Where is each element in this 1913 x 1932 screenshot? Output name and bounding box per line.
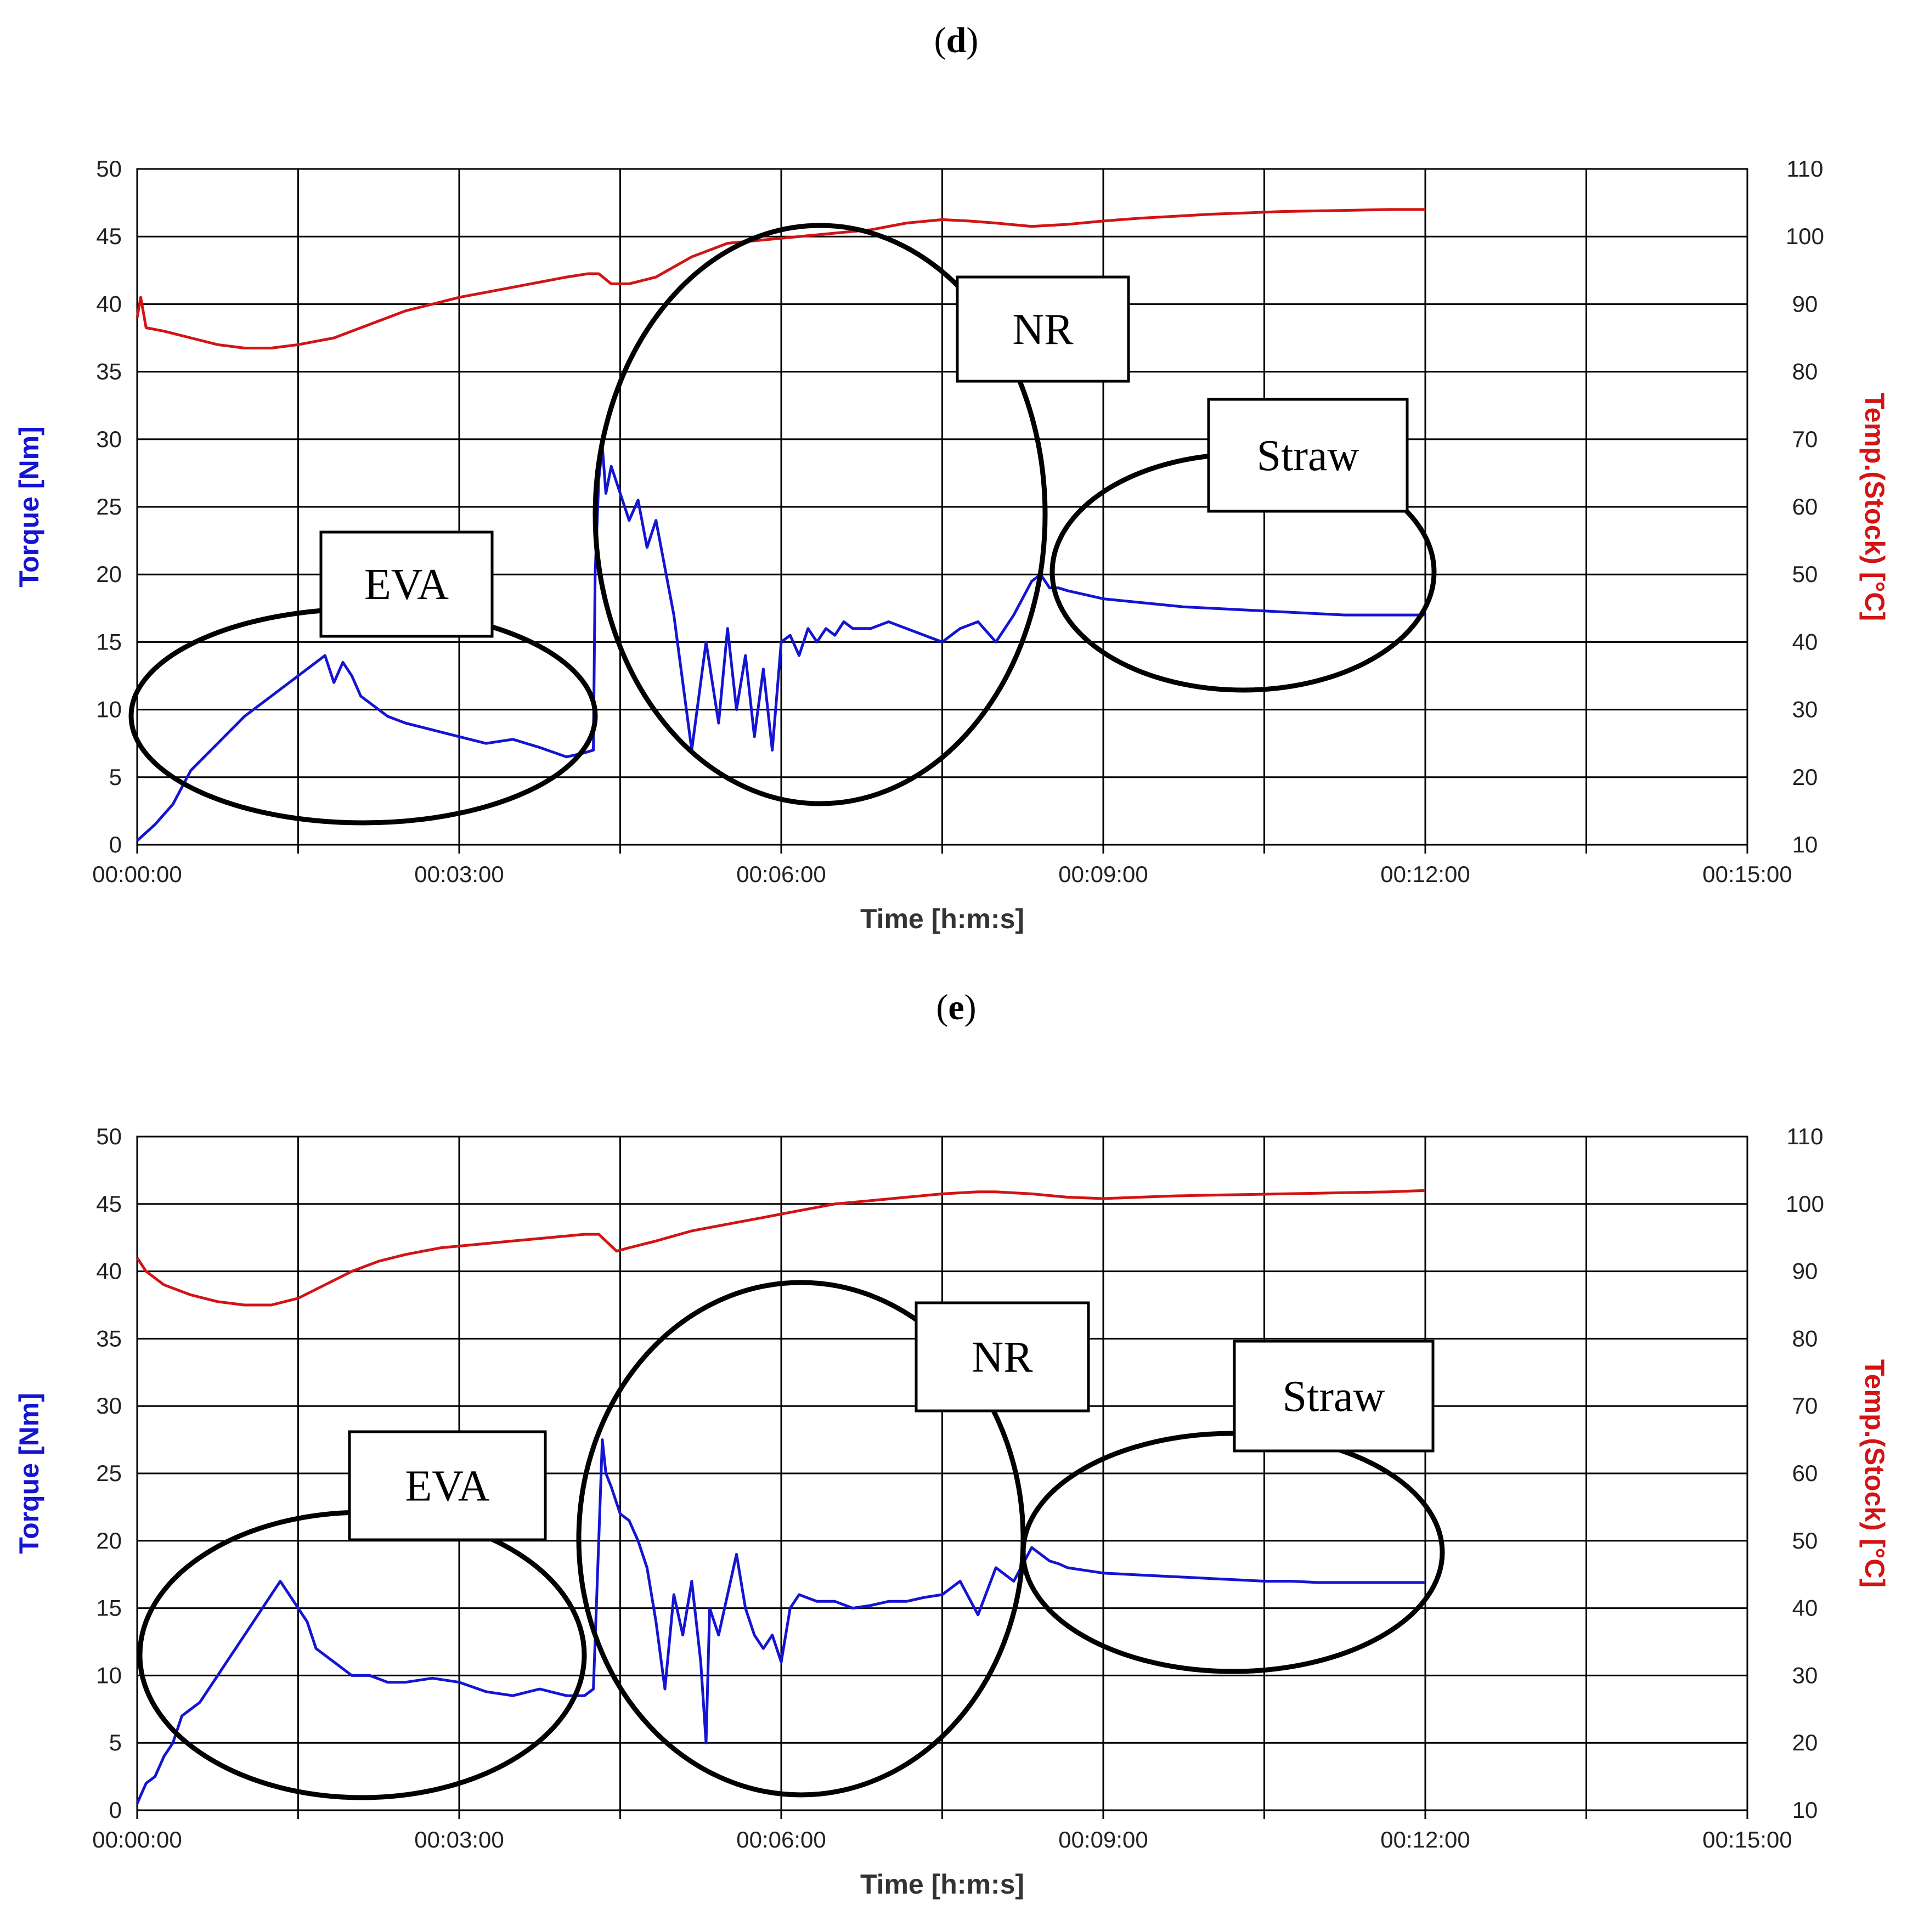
y-left-tick-label: 0 <box>109 832 122 857</box>
eva-annotation-box <box>348 1430 547 1541</box>
y-right-tick-label: 80 <box>1792 359 1818 385</box>
y-left-tick-label: 30 <box>96 426 122 452</box>
nr-annotation-label: NR <box>1012 306 1074 354</box>
straw-annotation-label: Straw <box>1257 432 1359 480</box>
y-right-tick-label: 110 <box>1787 156 1824 182</box>
x-axis-title: Time [h:m:s] <box>860 1869 1024 1900</box>
x-tick-label: 00:09:00 <box>1058 1827 1148 1852</box>
y-left-tick-label: 5 <box>109 764 122 790</box>
eva-annotation-label: EVA <box>364 561 449 609</box>
x-tick-label: 00:15:00 <box>1702 861 1792 887</box>
y-right-tick-label: 110 <box>1787 1123 1824 1149</box>
y-right-tick-label: 40 <box>1792 1595 1818 1621</box>
x-tick-label: 00:12:00 <box>1380 861 1470 887</box>
straw-ellipse <box>1020 1431 1445 1674</box>
x-tick-label: 00:00:00 <box>92 1827 182 1852</box>
x-tick-label: 00:00:00 <box>92 861 182 887</box>
x-tick-label: 00:12:00 <box>1380 1827 1470 1852</box>
y-right-tick-label: 100 <box>1786 223 1824 249</box>
y-right-tick-label: 70 <box>1792 1393 1818 1419</box>
y-right-tick-label: 60 <box>1792 1460 1818 1486</box>
y-right-tick-label: 10 <box>1792 832 1818 857</box>
y-right-tick-label: 50 <box>1792 1528 1818 1553</box>
eva-annotation-label: EVA <box>405 1462 489 1511</box>
y-right-tick-label: 70 <box>1792 426 1818 452</box>
y-right-tick-label: 10 <box>1792 1797 1818 1823</box>
temperature-series-line <box>136 1189 1426 1307</box>
y-left-tick-label: 45 <box>96 223 122 249</box>
x-tick-label: 00:03:00 <box>414 861 504 887</box>
y-right-tick-label: 60 <box>1792 494 1818 519</box>
y-right-tick-label: 90 <box>1792 291 1818 317</box>
x-tick-label: 00:09:00 <box>1058 861 1148 887</box>
nr-annotation-label: NR <box>972 1334 1033 1382</box>
x-axis-title: Time [h:m:s] <box>860 903 1024 934</box>
chart-panel-d: (d) 0 5 10 15 20 25 30 35 40 45 50 10 20 30 40 50 60 70 80 9… <box>14 20 1890 934</box>
y-left-tick-label: 10 <box>96 1662 122 1688</box>
chart-panel-e: (e) 0 5 10 15 20 25 30 35 40 45 50 10 20 30 40 50 60 70 80 9… <box>14 987 1890 1900</box>
panel-label: (d) <box>934 20 979 60</box>
y-left-tick-label: 15 <box>96 1595 122 1621</box>
y-left-tick-label: 35 <box>96 1325 122 1351</box>
straw-annotation-box <box>1207 398 1409 513</box>
y-left-tick-label: 45 <box>96 1191 122 1217</box>
y-right-tick-label: 90 <box>1792 1258 1818 1284</box>
torque-series-line <box>136 1438 1425 1804</box>
y-left-tick-label: 25 <box>96 1460 122 1486</box>
temperature-series-line <box>136 208 1425 349</box>
y-left-tick-label: 0 <box>109 1797 122 1823</box>
nr-annotation-box <box>915 1301 1090 1413</box>
x-tick-label: 00:06:00 <box>736 861 826 887</box>
y-left-tick-label: 50 <box>96 156 122 182</box>
y-left-tick-label: 40 <box>96 1258 122 1284</box>
y-right-tick-label: 30 <box>1792 1662 1818 1688</box>
straw-annotation-label: Straw <box>1283 1372 1385 1421</box>
y-left-tick-label: 10 <box>96 697 122 722</box>
y-left-axis-title: Torque [Nm] <box>14 1393 44 1553</box>
y-right-tick-label: 100 <box>1786 1191 1824 1217</box>
x-tick-label: 00:15:00 <box>1702 1827 1792 1852</box>
y-left-tick-label: 35 <box>96 359 122 385</box>
y-right-axis-title: Temp.(Stock) [°C] <box>1859 393 1890 621</box>
x-tick-label: 00:06:00 <box>736 1827 826 1852</box>
y-left-axis-title: Torque [Nm] <box>14 426 44 587</box>
y-left-tick-label: 50 <box>96 1123 122 1149</box>
nr-annotation-box <box>956 275 1130 383</box>
y-right-tick-label: 30 <box>1792 697 1818 722</box>
y-left-tick-label: 30 <box>96 1393 122 1419</box>
y-left-tick-label: 20 <box>96 1528 122 1553</box>
y-left-tick-label: 40 <box>96 291 122 317</box>
y-right-tick-label: 80 <box>1792 1325 1818 1351</box>
y-right-axis-title: Temp.(Stock) [°C] <box>1859 1359 1890 1588</box>
panel-label: (e) <box>936 987 976 1027</box>
y-right-tick-label: 50 <box>1792 561 1818 587</box>
y-right-tick-label: 40 <box>1792 629 1818 654</box>
y-right-tick-label: 20 <box>1792 764 1818 790</box>
torque-series-line <box>136 444 1425 842</box>
straw-annotation-box <box>1233 1340 1435 1453</box>
y-left-tick-label: 15 <box>96 629 122 654</box>
y-left-tick-label: 5 <box>109 1730 122 1755</box>
y-left-tick-label: 25 <box>96 494 122 519</box>
x-tick-label: 00:03:00 <box>414 1827 504 1852</box>
y-left-tick-label: 20 <box>96 561 122 587</box>
y-right-tick-label: 20 <box>1792 1730 1818 1755</box>
nr-ellipse <box>592 223 1048 806</box>
eva-annotation-box <box>319 530 494 638</box>
